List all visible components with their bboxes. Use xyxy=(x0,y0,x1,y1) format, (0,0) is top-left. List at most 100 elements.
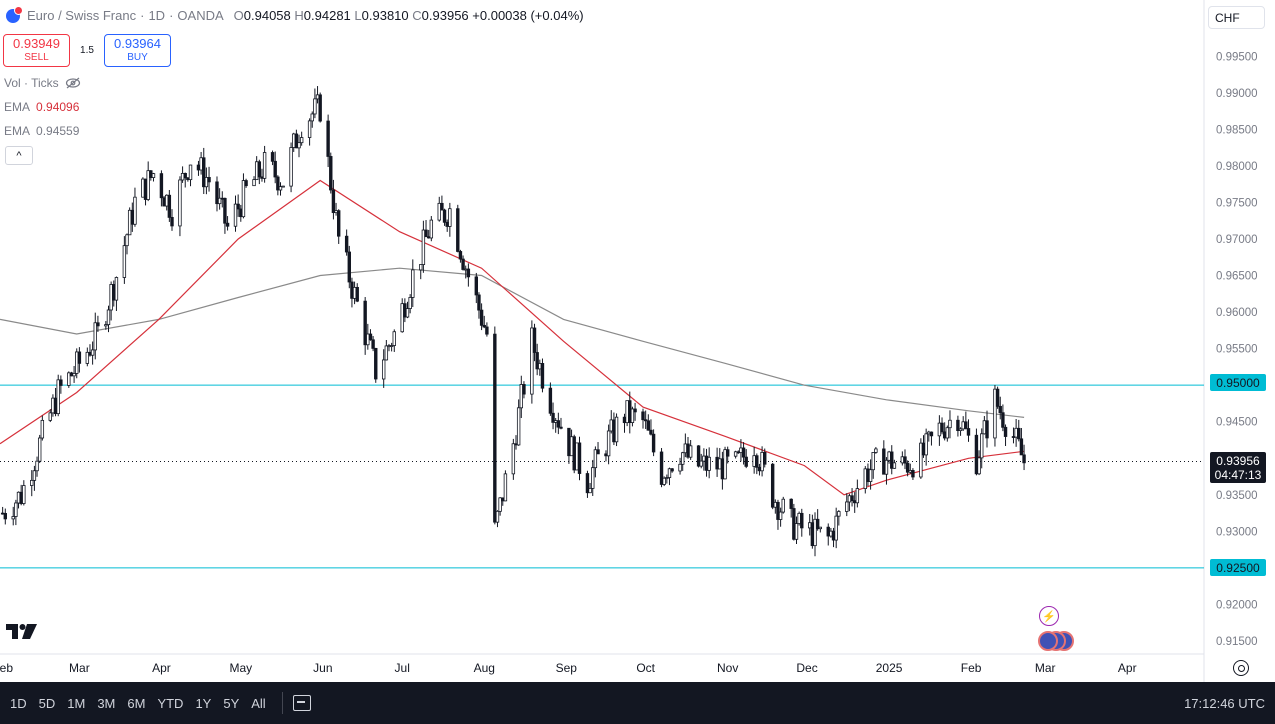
candle[interactable] xyxy=(122,245,127,278)
candle[interactable] xyxy=(114,277,119,301)
candle[interactable] xyxy=(643,419,648,422)
candle[interactable] xyxy=(702,455,706,462)
sell-button[interactable]: 0.93949 SELL xyxy=(3,34,70,67)
candle[interactable] xyxy=(318,94,322,122)
candle[interactable] xyxy=(699,460,703,467)
candle[interactable] xyxy=(307,120,312,138)
candle[interactable] xyxy=(908,470,912,473)
ema-slow-line[interactable] xyxy=(0,267,1025,418)
candle[interactable] xyxy=(355,286,359,302)
candle[interactable] xyxy=(625,400,629,424)
candle[interactable] xyxy=(233,203,238,227)
candle[interactable] xyxy=(366,333,370,346)
candle[interactable] xyxy=(977,457,981,475)
symbol-name[interactable]: Euro / Swiss Franc xyxy=(27,8,137,23)
candle[interactable] xyxy=(352,286,357,299)
candle[interactable] xyxy=(371,339,375,349)
candle[interactable] xyxy=(445,221,449,227)
candle[interactable] xyxy=(757,466,762,472)
candle[interactable] xyxy=(514,443,518,446)
candle[interactable] xyxy=(294,133,299,149)
candle[interactable] xyxy=(847,495,852,503)
gear-icon[interactable] xyxy=(1233,660,1249,676)
candle[interactable] xyxy=(204,177,209,188)
candle[interactable] xyxy=(892,462,897,469)
candle[interactable] xyxy=(220,197,224,200)
candle[interactable] xyxy=(741,447,746,458)
candle[interactable] xyxy=(347,251,351,283)
candle[interactable] xyxy=(109,284,113,311)
candle[interactable] xyxy=(167,194,172,218)
candle[interactable] xyxy=(572,436,576,471)
candle[interactable] xyxy=(596,449,600,455)
candle[interactable] xyxy=(966,428,971,436)
candle[interactable] xyxy=(588,487,592,494)
candle[interactable] xyxy=(146,170,150,200)
candle[interactable] xyxy=(958,428,963,432)
candle[interactable] xyxy=(93,322,97,351)
candle[interactable] xyxy=(299,137,304,144)
candle[interactable] xyxy=(834,515,838,541)
candle[interactable] xyxy=(458,251,463,260)
candle[interactable] xyxy=(670,468,674,472)
interval-label[interactable]: 1D xyxy=(148,8,166,23)
candle[interactable] xyxy=(646,420,651,431)
candle[interactable] xyxy=(808,522,812,529)
candle[interactable] xyxy=(622,416,627,424)
candle[interactable] xyxy=(270,152,275,162)
candle[interactable] xyxy=(239,208,243,218)
candle[interactable] xyxy=(868,469,873,482)
candle[interactable] xyxy=(405,308,410,318)
candle[interactable] xyxy=(485,326,489,335)
candle[interactable] xyxy=(159,173,164,199)
candle[interactable] xyxy=(384,345,389,361)
candle[interactable] xyxy=(553,420,558,423)
candle[interactable] xyxy=(14,502,18,517)
candle[interactable] xyxy=(945,427,950,439)
candle[interactable] xyxy=(1011,436,1016,438)
candle[interactable] xyxy=(11,516,15,520)
candle[interactable] xyxy=(254,161,259,181)
candle[interactable] xyxy=(792,508,796,540)
candle[interactable] xyxy=(556,420,561,428)
candle[interactable] xyxy=(127,209,132,236)
candle[interactable] xyxy=(170,217,174,227)
candle[interactable] xyxy=(257,161,262,178)
candle[interactable] xyxy=(855,488,860,504)
candle[interactable] xyxy=(853,500,857,504)
range-button[interactable]: 1D xyxy=(10,695,27,711)
candle[interactable] xyxy=(223,197,227,224)
candle[interactable] xyxy=(575,442,579,471)
candle[interactable] xyxy=(178,179,182,227)
candle[interactable] xyxy=(244,180,248,187)
candle[interactable] xyxy=(19,491,23,504)
candle[interactable] xyxy=(456,208,460,252)
candle[interactable] xyxy=(942,431,947,439)
ema-fast-indicator[interactable]: EMA 0.94096 xyxy=(4,100,79,114)
candle[interactable] xyxy=(829,530,833,537)
candle[interactable] xyxy=(781,498,785,513)
candle[interactable] xyxy=(260,176,264,179)
candle[interactable] xyxy=(477,294,481,311)
candle[interactable] xyxy=(948,419,952,429)
candle[interactable] xyxy=(995,388,1000,407)
candle[interactable] xyxy=(326,120,330,157)
candle[interactable] xyxy=(77,351,82,364)
candle[interactable] xyxy=(882,448,886,475)
candle[interactable] xyxy=(22,485,26,504)
candle[interactable] xyxy=(720,458,725,480)
candle[interactable] xyxy=(797,512,801,524)
candle[interactable] xyxy=(493,333,497,523)
candle[interactable] xyxy=(16,491,21,504)
currency-selector[interactable]: CHF xyxy=(1208,6,1265,29)
lightning-icon[interactable]: ⚡ xyxy=(1039,606,1059,626)
candle[interactable] xyxy=(815,518,820,530)
range-button[interactable]: All xyxy=(251,695,266,711)
candle[interactable] xyxy=(998,405,1002,414)
candle[interactable] xyxy=(718,458,722,470)
candle[interactable] xyxy=(577,442,582,474)
candle[interactable] xyxy=(482,324,486,328)
candle[interactable] xyxy=(331,189,336,214)
candle[interactable] xyxy=(215,181,219,205)
candle[interactable] xyxy=(810,522,815,547)
